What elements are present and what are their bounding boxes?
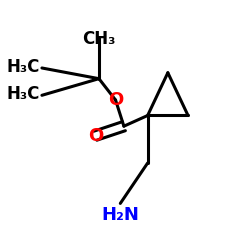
Text: O: O [88,127,103,145]
Text: CH₃: CH₃ [82,30,116,48]
Text: H₃C: H₃C [6,85,40,103]
Text: H₂N: H₂N [102,206,139,224]
Text: O: O [108,91,123,109]
Text: H₃C: H₃C [6,58,40,76]
